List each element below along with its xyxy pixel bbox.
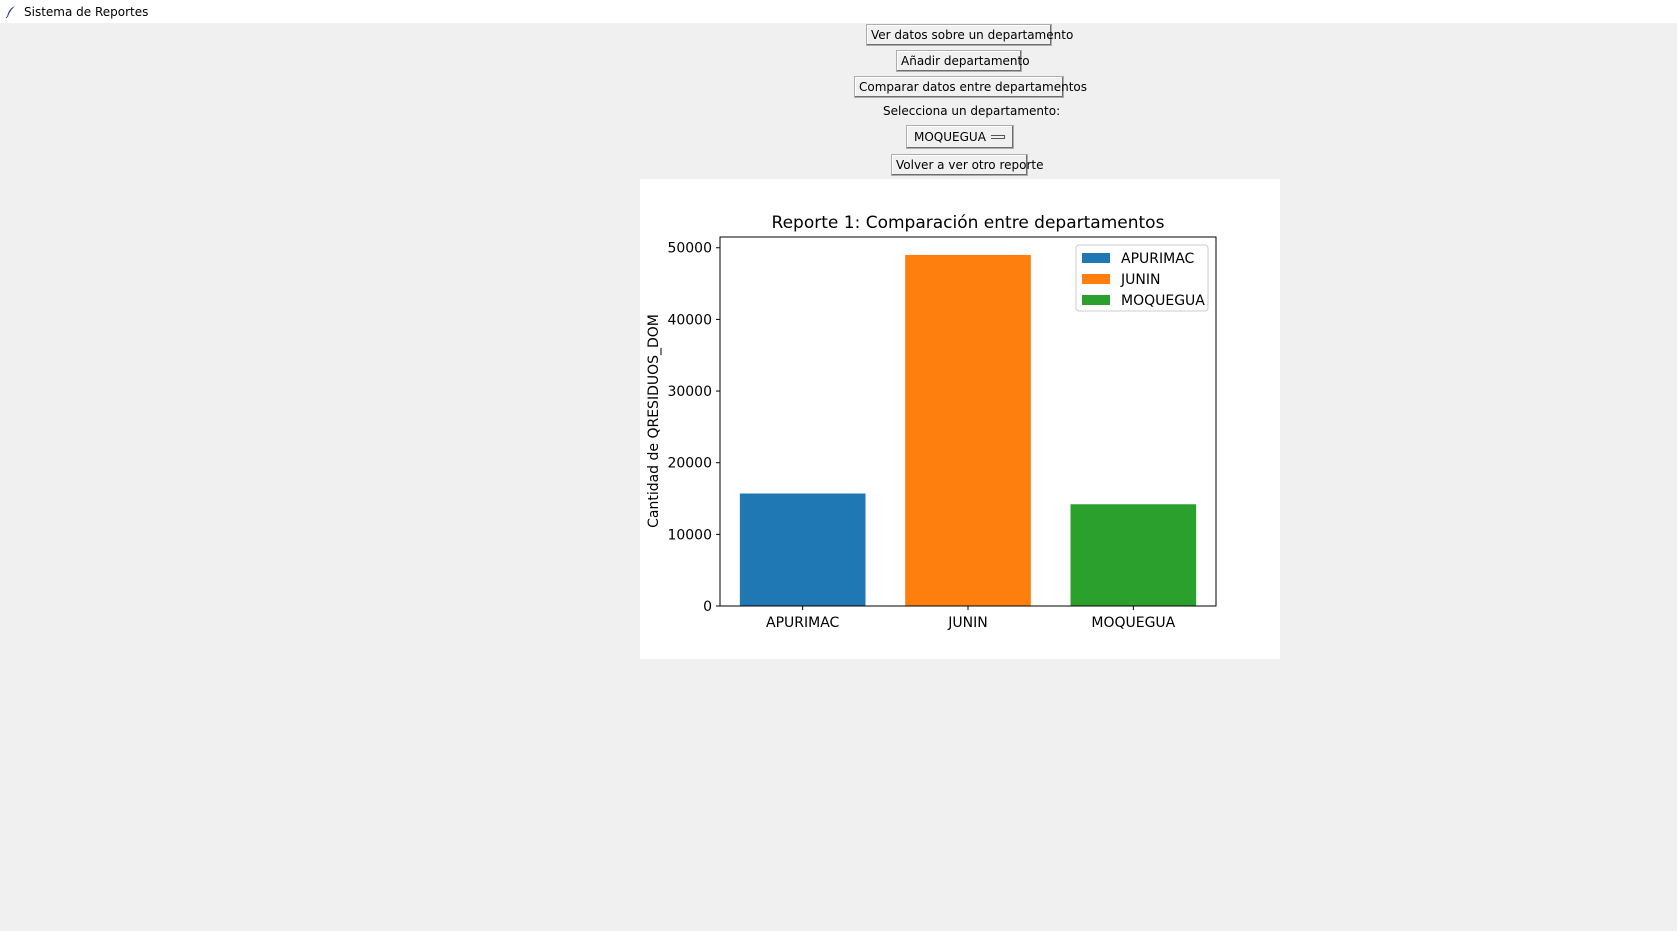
back-to-reports-button[interactable]: Volver a ver otro reporte [891,154,1044,176]
legend-swatch [1082,295,1110,305]
y-tick-label: 30000 [667,384,712,400]
y-ticks-group: 0 10000 20000 30000 40000 50000 [667,241,720,615]
chart-legend: APURIMAC JUNIN MOQUEGUA [1075,244,1209,312]
compare-departments-button[interactable]: Comparar datos entre departamentos [854,76,1087,98]
window-titlebar: Sistema de Reportes [0,0,1677,23]
feather-icon [5,5,15,18]
legend-swatch [1082,274,1110,284]
department-selected-value: MOQUEGUA [914,130,986,144]
add-department-button[interactable]: Añadir departamento [896,50,1030,72]
bar-chart: Reporte 1: Comparación entre departament… [646,213,1217,631]
y-tick-label: 0 [703,599,712,615]
chart-title: Reporte 1: Comparación entre departament… [772,213,1165,233]
bar-junin [905,254,1031,606]
chart-panel: Reporte 1: Comparación entre departament… [640,179,1280,659]
legend-label: APURIMAC [1121,251,1195,267]
x-tick-label: MOQUEGUA [1091,615,1175,631]
plot-frame [719,236,1217,607]
bars-group [739,254,1197,606]
department-option-menu[interactable]: MOQUEGUA [906,125,1014,149]
y-tick-label: 40000 [667,312,712,328]
legend-label: JUNIN [1120,272,1160,288]
y-tick-label: 50000 [667,241,712,257]
y-tick-label: 20000 [667,456,712,472]
x-tick-label: APURIMAC [766,615,840,631]
x-ticks-group: APURIMAC JUNIN MOQUEGUA [766,606,1176,631]
y-axis-label: Cantidad de QRESIDUOS_DOM [646,314,662,528]
department-selector-label: Selecciona un departamento: [883,104,1061,118]
view-department-button[interactable]: Ver datos sobre un departamento [866,24,1073,46]
option-menu-indicator-icon [991,135,1005,139]
bar-apurimac [739,493,866,606]
x-tick-label: JUNIN [947,615,987,631]
legend-swatch [1082,253,1110,263]
bar-moquegua [1070,504,1197,606]
window-title: Sistema de Reportes [24,4,149,19]
y-tick-label: 10000 [667,527,712,543]
legend-label: MOQUEGUA [1121,293,1205,309]
